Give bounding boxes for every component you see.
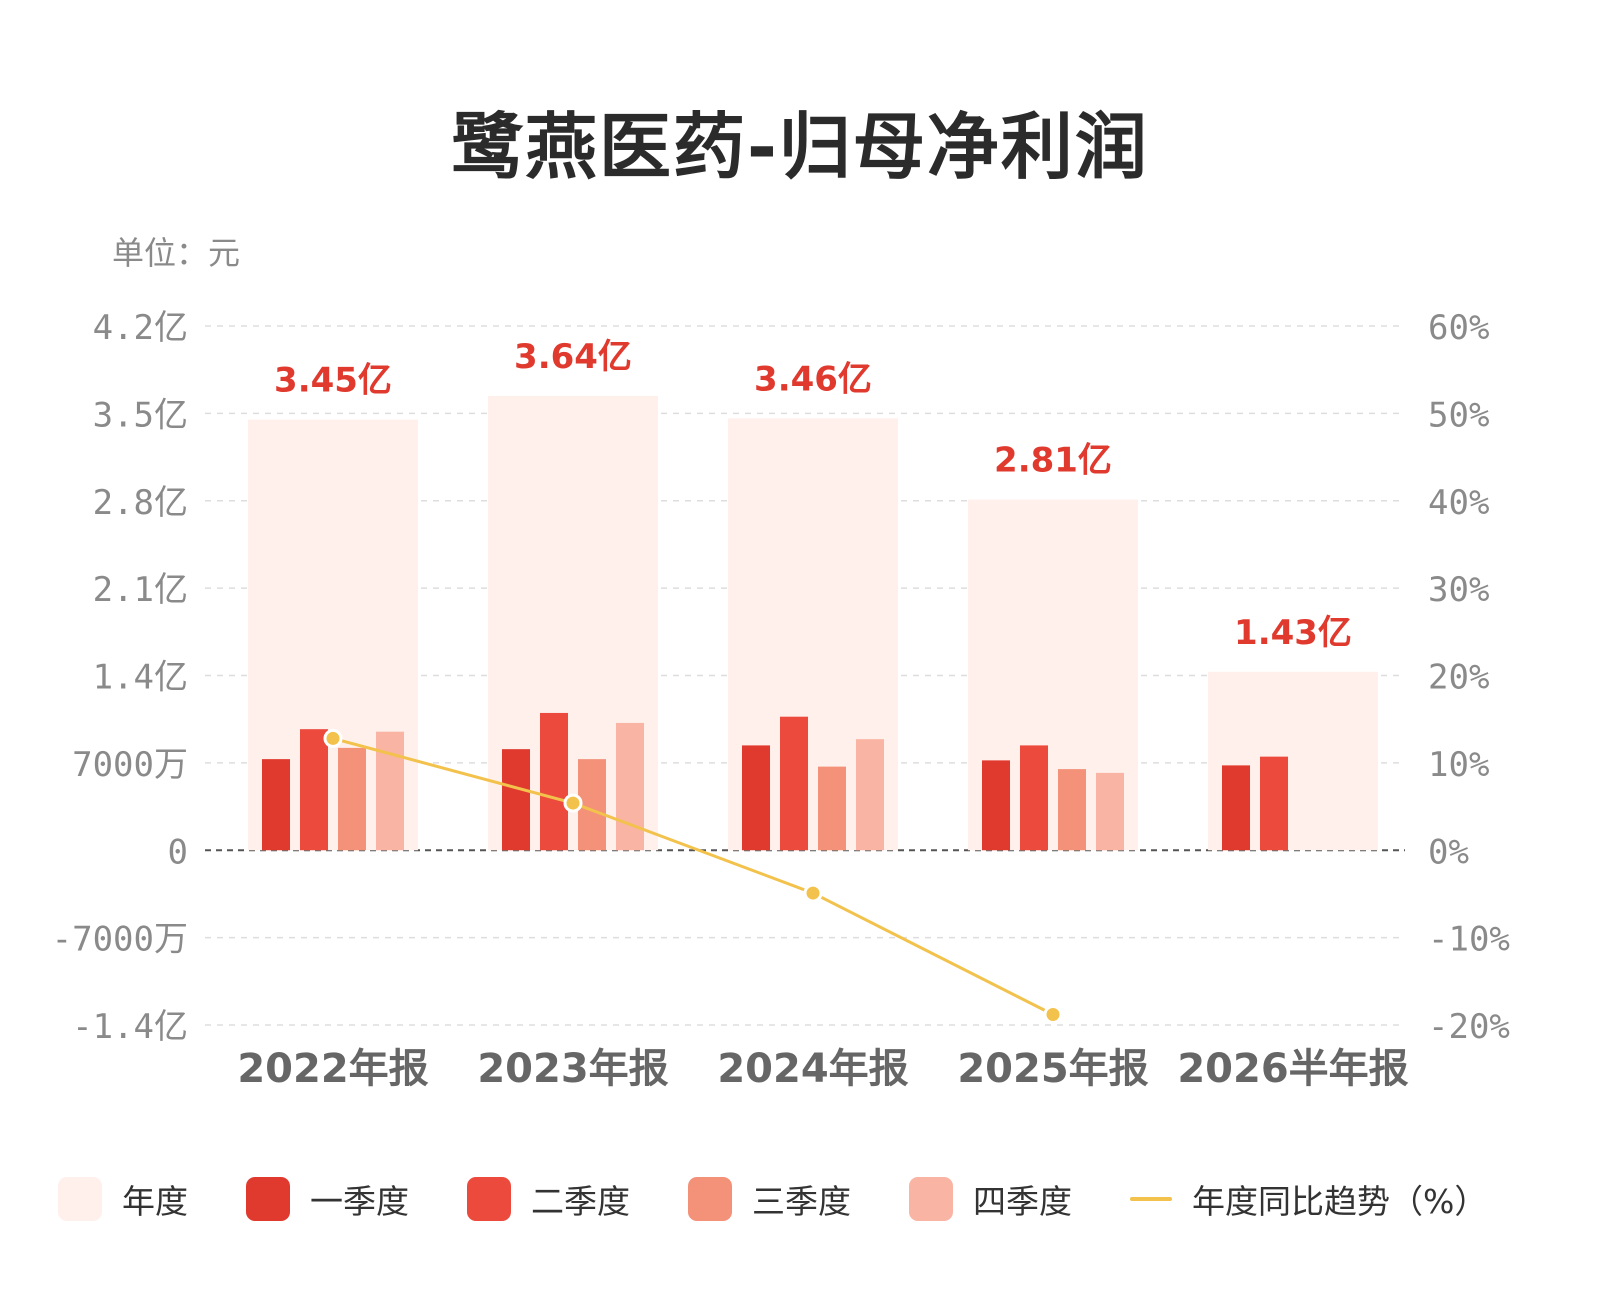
quarter-bar-q1: [742, 745, 770, 851]
left-axis-tick-label: 3.5亿: [93, 395, 188, 435]
quarter-bar-q2: [1020, 745, 1048, 851]
right-axis-tick-label: 40%: [1428, 483, 1489, 523]
category-label: 2023年报: [477, 1046, 668, 1092]
trend-point: [563, 793, 583, 813]
legend-item-q4: 四季度: [909, 1175, 1072, 1223]
category-label: 2025年报: [957, 1046, 1148, 1092]
category-label: 2024年报: [717, 1046, 908, 1092]
trend-point: [1043, 1005, 1063, 1025]
legend-swatch-q3: [688, 1177, 732, 1221]
unit-label: 单位：元: [112, 234, 241, 272]
quarter-bar-q1: [1222, 765, 1250, 851]
left-axis-tick-label: 1.4亿: [93, 658, 188, 698]
legend-label: 年度: [122, 1182, 188, 1221]
trend-point: [803, 883, 823, 903]
left-axis-tick-label: -1.4亿: [72, 1007, 188, 1047]
left-axis-tick-label: 2.8亿: [93, 483, 188, 523]
trend-line: [332, 736, 1054, 1016]
legend-item-trend: 年度同比趋势（%）: [1130, 1175, 1487, 1223]
left-axis-tick-label: -7000万: [52, 920, 188, 960]
trend-point: [323, 728, 343, 748]
annual-value-label: 3.64亿: [514, 337, 632, 377]
legend-label: 年度同比趋势（%）: [1192, 1182, 1488, 1221]
quarter-bar-q3: [338, 747, 366, 851]
quarter-bar-q1: [262, 759, 290, 851]
annual-value-label: 3.45亿: [274, 361, 392, 401]
quarter-bar-q3: [1058, 769, 1086, 851]
quarter-bar-q3: [818, 766, 846, 851]
category-label: 2022年报: [237, 1046, 428, 1092]
legend-item-q1: 一季度: [246, 1175, 409, 1223]
left-axis-tick-label: 2.1亿: [93, 570, 188, 610]
right-axis-tick-label: -10%: [1428, 920, 1510, 960]
right-axis-tick-label: -20%: [1428, 1007, 1510, 1047]
legend-swatch-trend: [1130, 1197, 1172, 1201]
legend-item-q2: 二季度: [467, 1175, 630, 1223]
legend-item-annual: 年度: [58, 1175, 188, 1223]
left-axis-tick-label: 4.2亿: [93, 308, 188, 348]
legend-label: 二季度: [531, 1182, 630, 1221]
quarter-bar-q1: [502, 749, 530, 851]
legend-swatch-q2: [467, 1177, 511, 1221]
quarter-bar-q3: [578, 759, 606, 851]
legend-swatch-q4: [909, 1177, 953, 1221]
quarter-bar-q4: [856, 739, 884, 851]
legend-label: 三季度: [752, 1182, 851, 1221]
quarter-bar-q1: [982, 760, 1010, 851]
annual-value-label: 3.46亿: [754, 359, 872, 399]
quarter-bar-q4: [1096, 772, 1124, 851]
right-axis-tick-label: 20%: [1428, 658, 1489, 698]
quarter-bar-q4: [376, 731, 404, 851]
legend-label: 四季度: [973, 1182, 1072, 1221]
right-axis-tick-label: 60%: [1428, 308, 1489, 348]
annual-value-label: 2.81亿: [994, 441, 1112, 481]
quarter-bar-q2: [540, 712, 568, 851]
legend-item-q3: 三季度: [688, 1175, 851, 1223]
annual-value-label: 1.43亿: [1234, 613, 1352, 653]
legend-swatch-q1: [246, 1177, 290, 1221]
chart-title: 鹭燕医药-归母净利润: [451, 105, 1149, 189]
quarter-bar-q2: [780, 716, 808, 851]
left-axis-tick-label: 7000万: [72, 745, 188, 785]
left-axis-tick-label: 0: [168, 832, 188, 872]
right-axis-tick-label: 50%: [1428, 395, 1489, 435]
legend: 年度 一季度 二季度 三季度 四季度 年度同比趋势（%）: [58, 1176, 1558, 1222]
right-axis-tick-label: 0%: [1428, 832, 1469, 872]
category-label: 2026半年报: [1177, 1046, 1408, 1092]
right-axis-tick-label: 10%: [1428, 745, 1489, 785]
quarter-bar-q2: [300, 729, 328, 851]
quarter-bar-q4: [616, 722, 644, 851]
legend-label: 一季度: [310, 1182, 409, 1221]
legend-swatch-annual: [58, 1177, 102, 1221]
quarter-bar-q2: [1260, 756, 1288, 851]
right-axis-tick-label: 30%: [1428, 570, 1489, 610]
